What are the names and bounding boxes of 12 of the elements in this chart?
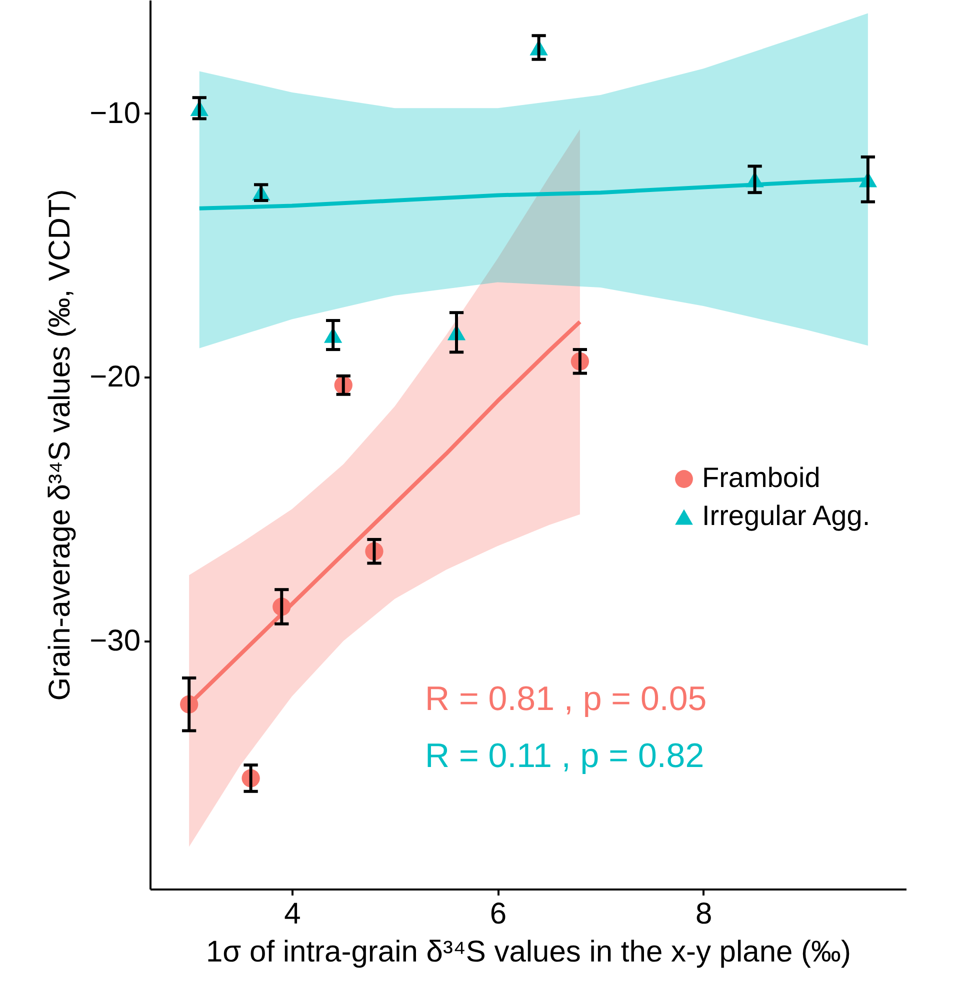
y-axis-title: Grain-average δ³⁴S values (‰, VCDT) — [44, 189, 77, 701]
x-tick-label: 6 — [490, 898, 506, 930]
legend-label: Framboid — [702, 462, 820, 493]
y-tick-label: −20 — [90, 360, 140, 394]
y-tick-label: −30 — [90, 624, 140, 658]
x-tick-label: 8 — [696, 898, 712, 930]
annotation: R = 0.81 , p = 0.05 — [425, 680, 707, 718]
legend-label: Irregular Agg. — [702, 500, 870, 531]
annotation: R = 0.11 , p = 0.82 — [425, 737, 704, 775]
x-tick-label: 4 — [284, 898, 301, 930]
x-axis-title: 1σ of intra-grain δ³⁴S values in the x-y plane (‰) — [206, 936, 852, 968]
y-tick-label: −10 — [90, 96, 140, 130]
